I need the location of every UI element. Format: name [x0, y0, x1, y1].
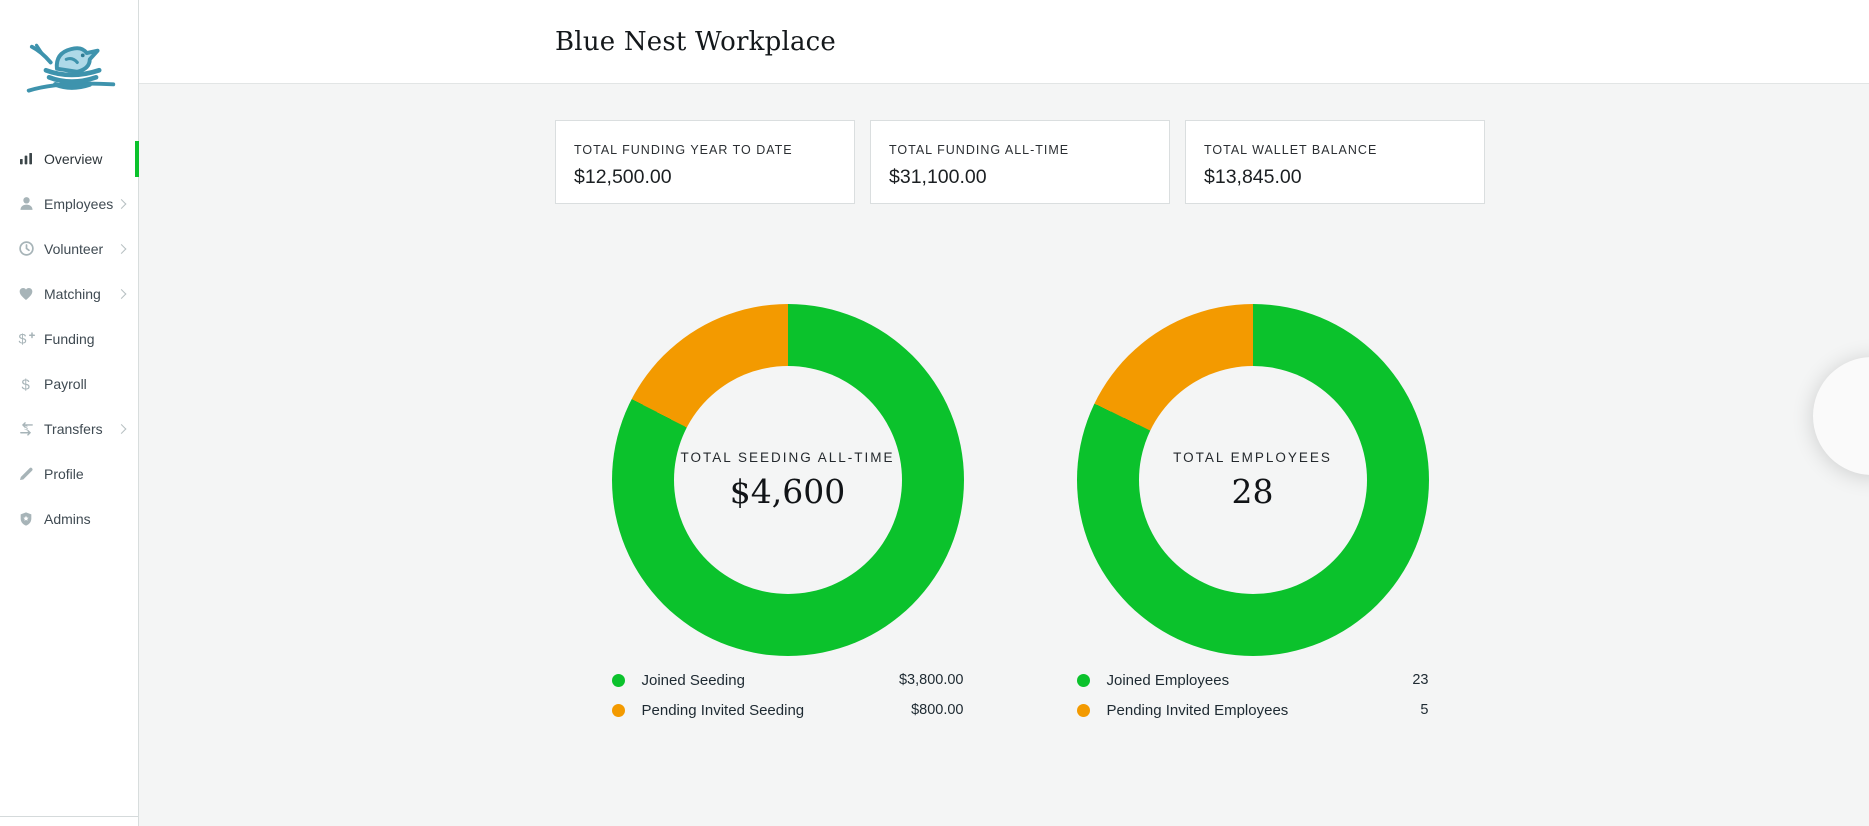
legend-item: Pending Invited Seeding $800.00 — [611, 695, 964, 725]
charts-row: TOTAL SEEDING ALL-TIME $4,600 Joined See… — [555, 304, 1485, 725]
legend-label: Joined Employees — [1106, 671, 1230, 689]
chevron-right-icon — [116, 288, 127, 299]
sidebar-item-payroll[interactable]: $ Payroll — [0, 361, 138, 406]
legend-dot-orange — [611, 703, 625, 717]
stat-card-label: TOTAL FUNDING YEAR TO DATE — [574, 143, 793, 157]
sidebar-item-label: Funding — [44, 330, 95, 347]
stat-card-funding-ytd: TOTAL FUNDING YEAR TO DATE $12,500.00 — [555, 120, 855, 204]
chevron-right-icon — [116, 423, 127, 434]
sidebar-item-label: Profile — [44, 465, 84, 482]
legend-value: 23 — [1412, 672, 1429, 688]
clock-icon — [17, 240, 35, 258]
edge-widget-handle[interactable] — [1813, 357, 1869, 475]
donut-center: TOTAL EMPLOYEES 28 — [1138, 366, 1367, 594]
shield-icon — [17, 510, 35, 528]
legend-dot-orange — [1076, 703, 1090, 717]
stat-card-value: $13,845.00 — [1204, 166, 1302, 188]
sidebar-item-overview[interactable]: Overview — [0, 136, 139, 181]
sidebar-item-matching[interactable]: Matching — [0, 271, 138, 316]
sidebar-item-funding[interactable]: $ Funding — [0, 316, 138, 361]
svg-text:$: $ — [24, 425, 28, 432]
main-area: Blue Nest Workplace TOTAL FUNDING YEAR T… — [139, 0, 1869, 826]
sidebar-item-volunteer[interactable]: Volunteer — [0, 226, 138, 271]
sidebar-item-label: Transfers — [44, 420, 103, 437]
sidebar-item-label: Volunteer — [44, 240, 104, 257]
sidebar-item-label: Payroll — [44, 375, 87, 392]
sidebar-item-employees[interactable]: Employees — [0, 181, 138, 226]
sidebar: Overview Employees — [0, 0, 139, 826]
legend-dot-green — [1076, 673, 1090, 687]
heart-icon — [17, 285, 35, 303]
sidebar-item-label: Admins — [44, 510, 91, 527]
header: Blue Nest Workplace — [139, 0, 1869, 84]
sidebar-item-label: Matching — [44, 285, 101, 302]
stat-card-label: TOTAL WALLET BALANCE — [1204, 143, 1378, 157]
legend-item: Pending Invited Employees 5 — [1076, 695, 1429, 725]
chevron-right-icon — [116, 198, 127, 209]
sidebar-item-label: Overview — [44, 150, 103, 167]
sidebar-item-profile[interactable]: Profile — [0, 451, 138, 496]
donut-title: TOTAL EMPLOYEES — [1173, 449, 1332, 465]
legend-value: $800.00 — [911, 702, 964, 718]
sidebar-item-label: Employees — [44, 195, 114, 212]
pencil-icon — [17, 465, 35, 483]
donut-center-value: $4,600 — [729, 471, 846, 511]
active-indicator — [135, 140, 139, 177]
legend-label: Joined Seeding — [641, 671, 745, 689]
legend-value: $3,800.00 — [898, 672, 964, 688]
legend-label: Pending Invited Seeding — [641, 701, 805, 719]
page-title: Blue Nest Workplace — [555, 26, 837, 57]
bird-nest-logo-icon — [24, 28, 118, 100]
svg-text:$: $ — [22, 376, 31, 393]
legend-item: Joined Seeding $3,800.00 — [611, 665, 964, 695]
sidebar-item-admins[interactable]: Admins — [0, 496, 138, 541]
stat-card-label: TOTAL FUNDING ALL-TIME — [889, 143, 1070, 157]
stat-card-value: $12,500.00 — [574, 166, 672, 188]
sidebar-nav: Overview Employees — [0, 136, 139, 541]
dollar-plus-icon: $ — [17, 330, 35, 348]
dollar-icon: $ — [17, 375, 35, 393]
stat-card-value: $31,100.00 — [889, 166, 987, 188]
donut-center: TOTAL SEEDING ALL-TIME $4,600 — [673, 366, 902, 594]
chart-legend: Joined Employees 23 Pending Invited Empl… — [1076, 665, 1429, 725]
donut-title: TOTAL SEEDING ALL-TIME — [680, 449, 895, 465]
stat-card-wallet-balance: TOTAL WALLET BALANCE $13,845.00 — [1185, 120, 1485, 204]
legend-dot-green — [611, 673, 625, 687]
stat-cards-row: TOTAL FUNDING YEAR TO DATE $12,500.00 TO… — [555, 120, 1485, 204]
donut-chart-employees: TOTAL EMPLOYEES 28 — [1076, 304, 1429, 656]
sidebar-footer-divider — [0, 816, 138, 826]
bar-chart-icon — [17, 150, 35, 168]
person-icon — [17, 195, 35, 213]
content-area: TOTAL FUNDING YEAR TO DATE $12,500.00 TO… — [139, 84, 1869, 826]
svg-text:$: $ — [19, 331, 27, 347]
seeding-chart-block: TOTAL SEEDING ALL-TIME $4,600 Joined See… — [555, 304, 1020, 725]
legend-item: Joined Employees 23 — [1076, 665, 1429, 695]
sidebar-item-transfers[interactable]: $ Transfers — [0, 406, 138, 451]
dashboard-container: TOTAL FUNDING YEAR TO DATE $12,500.00 TO… — [555, 120, 1485, 725]
legend-value: 5 — [1420, 702, 1429, 718]
donut-center-value: 28 — [1231, 471, 1274, 511]
chart-legend: Joined Seeding $3,800.00 Pending Invited… — [611, 665, 964, 725]
transfer-arrows-icon: $ — [17, 420, 35, 438]
chevron-right-icon — [116, 243, 127, 254]
legend-label: Pending Invited Employees — [1106, 701, 1289, 719]
stat-card-funding-alltime: TOTAL FUNDING ALL-TIME $31,100.00 — [870, 120, 1170, 204]
donut-chart-seeding: TOTAL SEEDING ALL-TIME $4,600 — [611, 304, 964, 656]
employees-chart-block: TOTAL EMPLOYEES 28 Joined Employees 23 — [1020, 304, 1485, 725]
